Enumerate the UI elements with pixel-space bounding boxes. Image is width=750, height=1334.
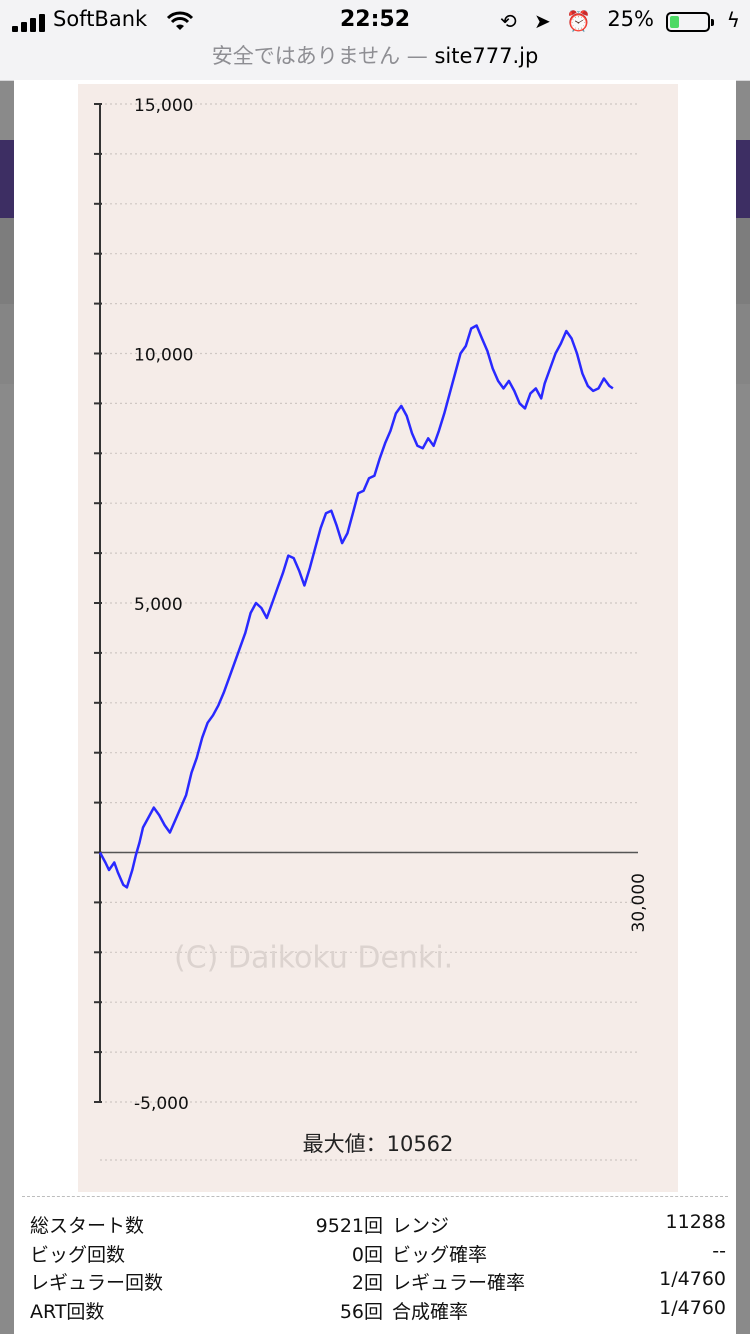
status-bar: SoftBank 22:52 ⟲ ➤ ⏰ 25% ϟ 安全ではありません — s… <box>0 0 750 81</box>
y-tick-label: 10,000 <box>134 346 193 366</box>
max-value-label: 最大値：10562 <box>303 1132 454 1156</box>
stats-row: ビッグ回数 0回 ビッグ確率 -- <box>30 1240 726 1269</box>
stat-value: 11288 <box>665 1211 726 1233</box>
stat-label: レギュラー確率 <box>392 1272 526 1294</box>
wifi-icon <box>166 11 194 30</box>
y-tick-label: 15,000 <box>134 96 193 116</box>
stat-label: ビッグ回数 <box>30 1243 126 1266</box>
stat-value: 56回 <box>339 1300 383 1323</box>
y-tick-label: -5,000 <box>134 1094 189 1114</box>
security-warning: 安全ではありません — <box>211 44 428 68</box>
stat-label: 総スタート数 <box>30 1215 145 1237</box>
stat-label: 合成確率 <box>392 1300 469 1323</box>
signal-strength-icon <box>12 12 48 32</box>
stat-value: 2回 <box>351 1272 383 1294</box>
stat-label: レンジ <box>392 1215 450 1237</box>
battery-icon <box>666 12 714 32</box>
stat-value: 9521回 <box>315 1215 383 1237</box>
rotation-lock-icon: ⟲ <box>500 9 517 33</box>
slot-data-chart: 15,000 10,000 5,000 -5,000 30,000 (C) Daikoku… <box>78 84 678 1192</box>
stat-label: レギュラー回数 <box>30 1272 164 1294</box>
clock: 22:52 <box>339 7 411 32</box>
stats-row: 総スタート数 9521回 レンジ 11288 <box>30 1211 726 1240</box>
charging-bolt-icon: ϟ <box>726 8 740 32</box>
x-tick-label: 30,000 <box>629 873 649 932</box>
stat-value: 0回 <box>351 1243 383 1266</box>
separator <box>22 1196 728 1197</box>
stats-row: レギュラー回数 2回 レギュラー確率 1/4760 <box>30 1268 726 1297</box>
stat-label: ART回数 <box>30 1300 105 1323</box>
battery-percent: 25% <box>607 7 654 31</box>
chart-svg: 15,000 10,000 5,000 -5,000 30,000 (C) Daikoku… <box>94 96 649 1161</box>
url-domain: site777.jp <box>434 44 539 68</box>
stat-value: -- <box>712 1239 726 1262</box>
location-arrow-icon: ➤ <box>534 9 551 33</box>
stats-table: 総スタート数 9521回 レンジ 11288 ビッグ回数 0回 ビッグ確率 -- レギュラー回数… <box>30 1211 726 1325</box>
carrier-name: SoftBank <box>53 7 148 31</box>
stat-label: ビッグ確率 <box>392 1243 488 1266</box>
stat-value: 1/4760 <box>659 1296 726 1319</box>
stats-row: ART回数 56回 合成確率 1/4760 <box>30 1297 726 1326</box>
stat-value: 1/4760 <box>659 1268 726 1290</box>
y-tick-label: 5,000 <box>134 595 183 615</box>
graph-popup: 15,000 10,000 5,000 -5,000 30,000 (C) Daikoku… <box>14 80 736 1334</box>
url-bar[interactable]: 安全ではありません — site777.jp <box>0 40 750 70</box>
watermark: (C) Daikoku Denki. <box>174 941 453 976</box>
alarm-icon: ⏰ <box>566 9 591 33</box>
series-line <box>98 324 614 889</box>
